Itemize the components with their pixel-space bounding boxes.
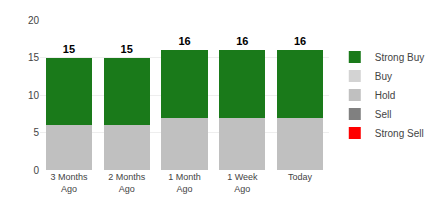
svg-text:16: 16 <box>294 35 306 47</box>
svg-text:Sell: Sell <box>375 109 392 120</box>
svg-text:Strong Sell: Strong Sell <box>375 128 424 139</box>
svg-text:20: 20 <box>28 15 40 26</box>
svg-text:Buy: Buy <box>375 71 392 82</box>
svg-text:16: 16 <box>236 35 248 47</box>
svg-text:Hold: Hold <box>375 90 396 101</box>
svg-text:15: 15 <box>28 52 40 63</box>
svg-text:15: 15 <box>121 43 133 55</box>
svg-text:10: 10 <box>28 90 40 101</box>
svg-text:16: 16 <box>178 35 190 47</box>
svg-text:2 MonthsAgo: 2 MonthsAgo <box>108 172 146 194</box>
svg-text:1 MonthAgo: 1 MonthAgo <box>168 172 201 194</box>
svg-text:15: 15 <box>63 43 75 55</box>
svg-text:1 WeekAgo: 1 WeekAgo <box>227 172 258 194</box>
svg-text:5: 5 <box>33 127 39 138</box>
svg-text:3 MonthsAgo: 3 MonthsAgo <box>50 172 88 194</box>
svg-text:Today: Today <box>288 172 313 182</box>
svg-text:Strong Buy: Strong Buy <box>375 52 424 63</box>
svg-text:0: 0 <box>33 165 39 176</box>
